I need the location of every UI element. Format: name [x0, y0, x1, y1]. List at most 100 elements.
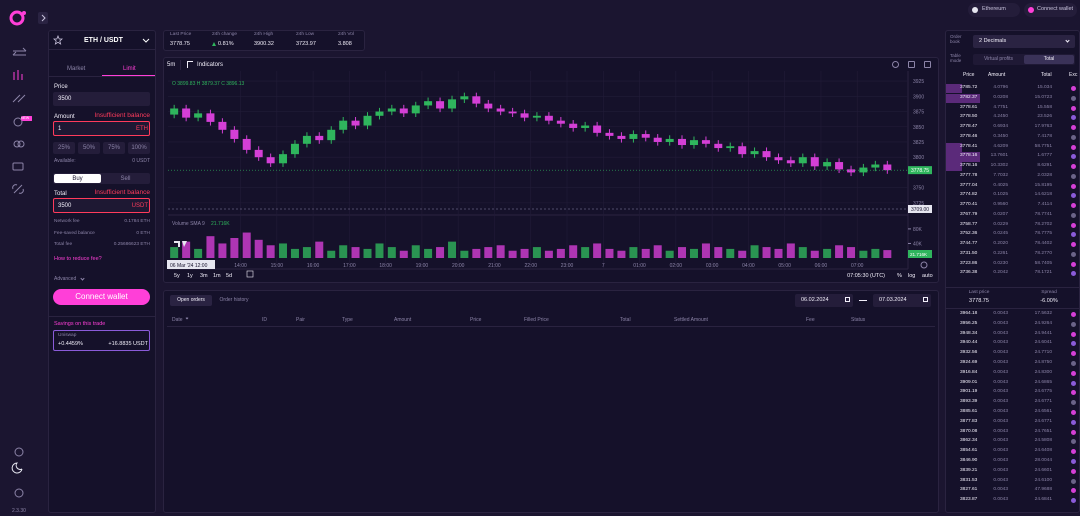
- candle-body: [436, 101, 445, 109]
- volume-bar: [339, 245, 348, 258]
- sell-label[interactable]: Sell: [120, 176, 131, 182]
- volume-bar: [460, 250, 469, 258]
- chain-icon[interactable]: [12, 184, 24, 194]
- book-total: 24.6561: [1034, 409, 1052, 414]
- date-from-box[interactable]: [795, 294, 853, 307]
- percent-button[interactable]: [128, 142, 150, 154]
- amount-error: Insufficient balance: [94, 112, 150, 119]
- book-total: 78.1721: [1034, 270, 1052, 276]
- price-input[interactable]: [53, 92, 150, 106]
- volume-bar: [315, 241, 324, 258]
- percent-button[interactable]: [103, 142, 125, 154]
- last-price-tag: [908, 166, 932, 175]
- book-amount: 0.0043: [993, 399, 1008, 405]
- chat-icon[interactable]: [14, 447, 24, 457]
- book-price: 3777.04: [960, 182, 978, 188]
- scale-option[interactable]: auto: [922, 273, 933, 279]
- decimals-dropdown[interactable]: [973, 35, 1075, 48]
- volume-bar: [472, 248, 481, 258]
- range-button[interactable]: 1y: [187, 273, 193, 279]
- range-button[interactable]: 1m: [213, 273, 221, 279]
- y-tick-label: 3800: [913, 155, 924, 161]
- favorite-icon[interactable]: [53, 35, 63, 45]
- percent-button[interactable]: [53, 142, 75, 154]
- exchange-dot: [1071, 203, 1076, 208]
- candle-body: [556, 120, 565, 124]
- candle-body: [665, 138, 674, 142]
- price-label: Price: [54, 84, 68, 90]
- buy-button[interactable]: [54, 174, 101, 183]
- total-input[interactable]: [53, 198, 150, 213]
- indicators-icon[interactable]: [187, 61, 193, 68]
- amount-input[interactable]: [53, 121, 150, 136]
- scale-option[interactable]: log: [908, 273, 915, 279]
- candle-body: [206, 113, 215, 122]
- range-button[interactable]: 3m: [200, 273, 208, 279]
- book-price: 3767.79: [960, 211, 978, 217]
- open-orders-tab[interactable]: [170, 295, 212, 306]
- book-price: 3777.78: [960, 172, 978, 178]
- calendar-icon[interactable]: [923, 297, 928, 302]
- candle-body: [170, 108, 179, 115]
- percent-label[interactable]: 50%: [82, 145, 95, 151]
- mode-option[interactable]: Virtual profits: [983, 56, 1014, 62]
- calendar-icon[interactable]: [845, 297, 850, 302]
- indicators[interactable]: Indicators: [197, 62, 224, 68]
- collapse-button[interactable]: [38, 12, 48, 24]
- exchange-dot: [1071, 498, 1076, 504]
- orders-tab[interactable]: Open orders: [177, 297, 205, 303]
- link-icon[interactable]: [13, 140, 21, 148]
- book-price: 3901.19: [960, 389, 978, 395]
- buy-label[interactable]: Buy: [72, 176, 83, 182]
- range-button[interactable]: 5y: [174, 273, 180, 279]
- exchange-dot: [1071, 154, 1076, 160]
- percent-label[interactable]: 75%: [107, 145, 120, 151]
- book-total: 24.6841: [1034, 497, 1052, 503]
- bot-icon[interactable]: [13, 117, 23, 127]
- card-icon[interactable]: [12, 162, 24, 171]
- theme-icon[interactable]: [11, 462, 23, 474]
- date-to-box[interactable]: [873, 294, 931, 307]
- swap-icon[interactable]: [12, 47, 27, 56]
- chart-icon[interactable]: [13, 70, 23, 80]
- book-total: 24.6865: [1034, 379, 1052, 385]
- trend-icon[interactable]: [12, 94, 26, 103]
- tab-market[interactable]: Market: [67, 66, 86, 72]
- volume-bar: [701, 243, 710, 258]
- percent-label[interactable]: 25%: [57, 145, 70, 151]
- interval[interactable]: 5m: [167, 62, 176, 68]
- percent-button[interactable]: [78, 142, 100, 154]
- settings-icon[interactable]: [892, 61, 899, 68]
- book-total: 78.2770: [1034, 250, 1052, 256]
- advanced-toggle[interactable]: Advanced: [54, 276, 77, 282]
- percent-label[interactable]: 100%: [131, 145, 147, 151]
- mode-option[interactable]: Total: [1043, 56, 1055, 62]
- tab-limit[interactable]: Limit: [123, 66, 136, 72]
- fullscreen-icon[interactable]: [908, 61, 915, 68]
- range-button[interactable]: 5d: [226, 273, 232, 279]
- book-total: 78.7775: [1034, 231, 1052, 237]
- connect-pill[interactable]: [1024, 3, 1077, 17]
- help-icon[interactable]: [14, 488, 24, 498]
- book-total: 15.8195: [1034, 182, 1052, 188]
- exchange-dot: [1071, 232, 1076, 238]
- exchange-dot: [1071, 341, 1076, 347]
- connect-label[interactable]: Connect wallet: [75, 292, 128, 301]
- candle-body: [460, 96, 469, 100]
- screenshot-icon[interactable]: [924, 61, 931, 68]
- connect-button[interactable]: [53, 289, 150, 305]
- candle-body: [230, 129, 239, 139]
- network-pill[interactable]: [968, 3, 1020, 17]
- x-tick-label: 21:00: [488, 263, 501, 269]
- connect-wallet-top[interactable]: Connect wallet: [1037, 6, 1074, 12]
- pair[interactable]: ETH / USDT: [84, 37, 123, 44]
- column-header: Status: [851, 317, 866, 323]
- pair-chevron[interactable]: [142, 36, 150, 44]
- mode-active[interactable]: [1024, 55, 1074, 64]
- candle-body: [266, 157, 275, 164]
- scale-option[interactable]: %: [897, 273, 902, 279]
- orders-tab[interactable]: Order history: [219, 297, 249, 303]
- reduce-fee-link[interactable]: How to reduce fee?: [54, 256, 102, 262]
- decimals[interactable]: 2 Decimals: [979, 38, 1007, 44]
